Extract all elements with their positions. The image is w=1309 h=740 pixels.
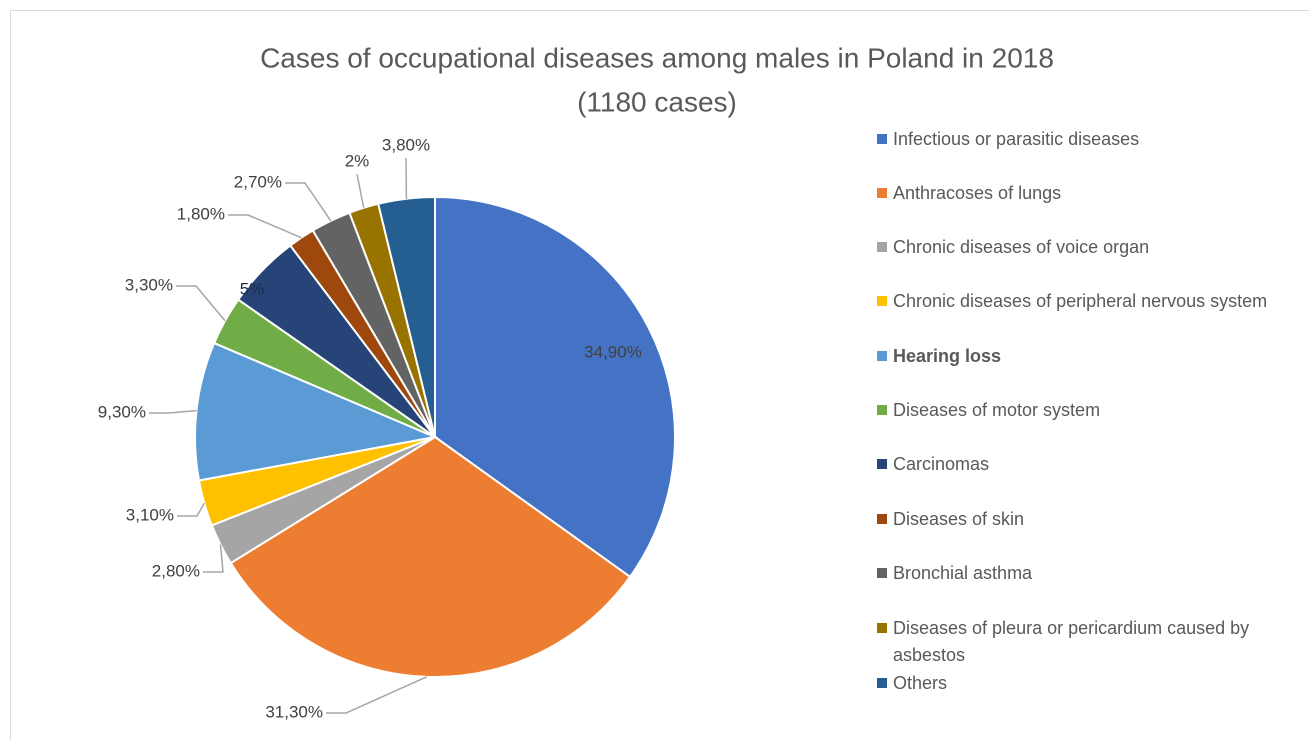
- data-label: 1,80%: [177, 204, 225, 223]
- legend-label: Diseases of motor system: [893, 400, 1101, 420]
- data-label: 31,30%: [265, 702, 323, 721]
- legend-swatch: [877, 514, 887, 524]
- legend-item: Diseases of pleura or pericardium caused…: [877, 615, 1297, 669]
- leader-line: [285, 182, 332, 222]
- legend-label: Hearing loss: [893, 346, 1002, 366]
- legend-item: Chronic diseases of peripheral nervous s…: [877, 288, 1297, 315]
- leader-line: [176, 285, 226, 322]
- legend-swatch: [877, 242, 887, 252]
- legend-label: Infectious or parasitic diseases: [893, 129, 1140, 149]
- legend-item: Others: [877, 670, 1297, 697]
- data-label: 3,30%: [125, 275, 173, 294]
- data-label: 5%: [240, 279, 265, 298]
- legend-swatch: [877, 678, 887, 688]
- legend-swatch: [877, 188, 887, 198]
- legend-item: Infectious or parasitic diseases: [877, 126, 1297, 153]
- chart-frame: [10, 10, 1309, 740]
- pie-slice: [377, 195, 436, 438]
- legend-label: Diseases of skin: [893, 509, 1025, 529]
- data-label: 2,70%: [234, 172, 282, 191]
- legend-item: Carcinomas: [877, 451, 1297, 478]
- leader-line: [177, 502, 205, 517]
- data-label: 3,10%: [126, 505, 174, 524]
- legend-label: Bronchial asthma: [893, 563, 1033, 583]
- data-label: 2%: [345, 151, 370, 170]
- leader-line: [356, 173, 365, 208]
- legend-label: Diseases of pleura or pericardium caused…: [893, 618, 1250, 665]
- legend-swatch: [877, 568, 887, 578]
- legend-swatch: [877, 351, 887, 361]
- pie-slice: [194, 341, 439, 482]
- legend-label: Chronic diseases of voice organ: [893, 237, 1150, 257]
- legend-label: Carcinomas: [893, 454, 990, 474]
- legend-label: Others: [893, 673, 948, 693]
- legend-swatch: [877, 405, 887, 415]
- legend-label: Anthracoses of lungs: [893, 183, 1062, 203]
- chart-title: Cases of occupational diseases among mal…: [260, 42, 1054, 73]
- legend-item: Bronchial asthma: [877, 560, 1297, 587]
- legend-swatch: [877, 623, 887, 633]
- legend-item: Diseases of skin: [877, 506, 1297, 533]
- legend-item: Hearing loss: [877, 343, 1297, 370]
- legend-swatch: [877, 296, 887, 306]
- leader-line: [228, 214, 302, 239]
- legend-item: Chronic diseases of voice organ: [877, 234, 1297, 261]
- leader-line: [326, 676, 428, 714]
- data-label: 3,80%: [382, 135, 430, 154]
- legend-item: Anthracoses of lungs: [877, 180, 1297, 207]
- pie-slice: [434, 195, 676, 579]
- leader-line: [203, 544, 224, 573]
- data-label: 2,80%: [152, 561, 200, 580]
- data-label: 9,30%: [98, 402, 146, 421]
- legend-swatch: [877, 134, 887, 144]
- pie-slice: [229, 435, 632, 678]
- legend-item: Diseases of motor system: [877, 397, 1297, 424]
- leader-line: [149, 409, 197, 414]
- chart-subtitle: (1180 cases): [577, 86, 737, 117]
- legend-swatch: [877, 459, 887, 469]
- legend-label: Chronic diseases of peripheral nervous s…: [893, 291, 1268, 311]
- data-label: 34,90%: [584, 342, 642, 361]
